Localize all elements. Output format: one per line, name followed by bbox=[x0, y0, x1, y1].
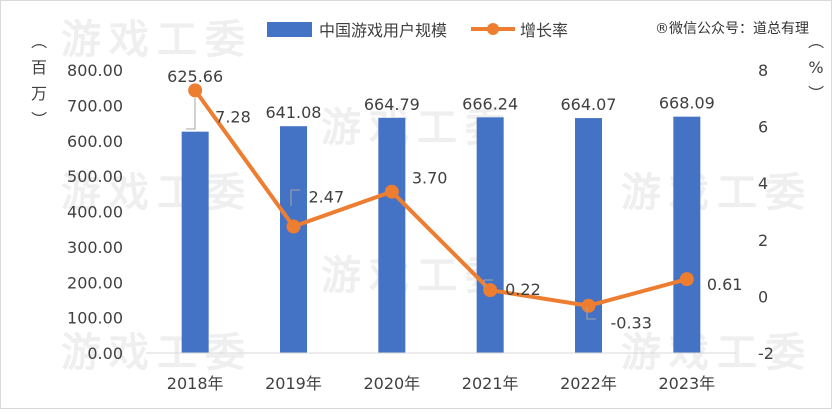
watermark-text: 游戏工委 bbox=[61, 17, 253, 63]
line-value-label: 2.47 bbox=[309, 187, 345, 206]
growth-rate-marker bbox=[483, 283, 498, 298]
legend-bar-label: 中国游戏用户规模 bbox=[319, 21, 447, 40]
y-right-tick-label: 4 bbox=[758, 174, 768, 193]
x-tick-label: 2018年 bbox=[167, 374, 224, 393]
bar-value-label: 664.79 bbox=[364, 95, 420, 114]
y-left-tick-label: 700.00 bbox=[67, 96, 123, 115]
line-layer bbox=[188, 83, 694, 313]
growth-rate-marker bbox=[384, 184, 399, 199]
bars-layer bbox=[181, 116, 701, 353]
watermark-text: 游戏工委 bbox=[61, 170, 253, 216]
y-left-tick-label: 800.00 bbox=[67, 61, 123, 80]
leader-line bbox=[186, 98, 196, 130]
watermark-text: 游戏工委 bbox=[621, 170, 813, 216]
y-left-unit-label: 万 bbox=[31, 84, 47, 103]
bar bbox=[280, 126, 307, 353]
line-value-label: 3.70 bbox=[412, 169, 448, 188]
source-label: ®微信公众号：道总有理 bbox=[655, 21, 809, 37]
growth-rate-marker bbox=[286, 219, 301, 234]
y-left-tick-label: 100.00 bbox=[67, 309, 123, 328]
y-right-tick-label: 6 bbox=[758, 118, 768, 137]
growth-rate-marker bbox=[581, 298, 596, 313]
y-right-unit-label: % bbox=[808, 58, 823, 77]
growth-rate-marker bbox=[679, 272, 694, 287]
bar-value-label: 668.09 bbox=[659, 94, 715, 113]
bar-value-label: 641.08 bbox=[266, 103, 322, 122]
axes-layer: 0.00 100.00 200.00 300.00 400.00 500.00 600.00… bbox=[29, 33, 825, 393]
watermark-text: 游戏工委 bbox=[321, 105, 513, 151]
data-labels-layer: 625.66 641.08 664.79 666.24 664.07 668.09 7.28… bbox=[167, 67, 742, 333]
line-value-label: 0.22 bbox=[505, 280, 541, 299]
x-tick-label: 2020年 bbox=[363, 374, 420, 393]
legend: 中国游戏用户规模 增长率 ®微信公众号：道总有理 bbox=[267, 21, 809, 40]
bar bbox=[673, 116, 701, 353]
y-right-unit-label: ） bbox=[806, 85, 825, 101]
y-left-tick-label: 400.00 bbox=[67, 203, 123, 222]
growth-rate-line bbox=[193, 89, 688, 308]
line-value-label: 7.28 bbox=[215, 107, 251, 126]
legend-line-marker bbox=[487, 23, 499, 35]
y-left-unit-label: （ bbox=[29, 33, 48, 49]
y-left-tick-label: 600.00 bbox=[67, 132, 123, 151]
leader-line bbox=[290, 189, 300, 206]
bar bbox=[181, 131, 209, 353]
bar-value-label: 625.66 bbox=[167, 67, 223, 86]
y-right-unit-label: （ bbox=[806, 33, 825, 49]
growth-rate-marker bbox=[188, 83, 203, 98]
legend-line-label: 增长率 bbox=[520, 21, 568, 40]
bar bbox=[575, 118, 602, 353]
y-left-tick-label: 0.00 bbox=[87, 344, 123, 363]
line-value-label: -0.33 bbox=[611, 314, 652, 333]
leader-line bbox=[586, 307, 596, 320]
x-tick-label: 2019年 bbox=[265, 374, 322, 393]
legend-bar-swatch bbox=[267, 22, 312, 37]
y-left-tick-label: 200.00 bbox=[67, 273, 123, 292]
line-value-label: 0.61 bbox=[707, 275, 743, 294]
leader-line bbox=[483, 279, 493, 288]
y-right-tick-label: 2 bbox=[758, 231, 768, 250]
y-left-tick-label: 300.00 bbox=[67, 238, 123, 257]
y-right-tick-label: -2 bbox=[758, 344, 774, 363]
x-tick-label: 2022年 bbox=[560, 374, 617, 393]
y-left-tick-label: 500.00 bbox=[67, 167, 123, 186]
bar-value-label: 666.24 bbox=[462, 94, 518, 113]
x-tick-label: 2021年 bbox=[462, 374, 519, 393]
bar bbox=[476, 117, 504, 353]
bar bbox=[378, 117, 406, 353]
y-left-unit-label: ） bbox=[29, 111, 48, 127]
x-tick-label: 2023年 bbox=[658, 374, 715, 393]
y-right-tick-label: 8 bbox=[758, 61, 768, 80]
bar-value-label: 664.07 bbox=[561, 95, 617, 114]
y-right-tick-label: 0 bbox=[758, 287, 768, 306]
y-left-unit-label: 百 bbox=[31, 58, 47, 77]
